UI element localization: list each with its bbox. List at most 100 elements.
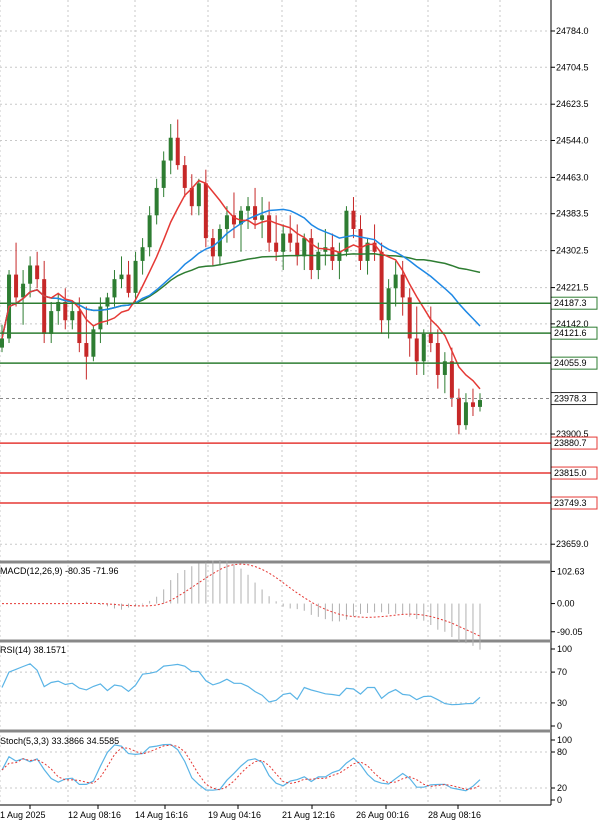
macd-y-tick-label-2: -90.05 — [557, 627, 583, 637]
candle-body-40 — [281, 233, 286, 252]
candle-body-30 — [210, 238, 215, 257]
candle-body-68 — [478, 400, 482, 407]
candle-body-43 — [302, 238, 307, 257]
candle-body-26 — [182, 165, 187, 188]
stoch-y-tick-label-3: 0 — [557, 795, 562, 805]
candle-body-11 — [77, 311, 82, 344]
candle-body-45 — [316, 251, 321, 271]
candle-body-52 — [365, 242, 370, 261]
candle-body-39 — [274, 242, 279, 252]
candle-body-24 — [168, 137, 173, 161]
support-level-label-1: 23815.0 — [554, 468, 587, 478]
candle-body-35 — [246, 206, 251, 211]
macd-signal-line — [2, 563, 481, 637]
candle-body-41 — [288, 233, 293, 243]
candle-body-37 — [260, 215, 265, 220]
candle-body-20 — [140, 247, 145, 261]
candle-body-29 — [203, 183, 208, 239]
y-tick-label-1: 24704.5 — [556, 62, 589, 72]
rsi-label: RSI(14) 38.1571 — [0, 645, 67, 655]
candle-body-23 — [161, 160, 166, 188]
candle-body-55 — [386, 288, 391, 321]
candle-body-44 — [309, 238, 314, 271]
resistance-level-label-2: 24055.9 — [554, 358, 587, 368]
macd-y-tick-label-0: 102.63 — [557, 566, 585, 576]
candle-body-0 — [0, 338, 4, 348]
candle-body-65 — [456, 397, 461, 426]
y-tick-label-7: 24221.5 — [556, 283, 589, 293]
candle-body-49 — [344, 210, 349, 252]
candle-body-5 — [35, 265, 40, 280]
candle-body-9 — [63, 301, 68, 321]
candle-body-54 — [379, 251, 384, 321]
candle-body-13 — [91, 329, 96, 357]
macd-label: MACD(12,26,9) -80.35 -71.96 — [0, 566, 119, 576]
x-tick-label-3: 19 Aug 04:16 — [208, 810, 261, 820]
y-tick-label-6: 24302.5 — [556, 246, 589, 256]
candle-body-16 — [112, 279, 117, 298]
y-tick-label-2: 24623.5 — [556, 99, 589, 109]
candle-body-14 — [98, 306, 103, 330]
stoch-y-tick-label-0: 100 — [557, 735, 572, 745]
candle-body-25 — [175, 137, 180, 166]
resistance-level-label-0: 24187.3 — [554, 298, 587, 308]
y-tick-label-8: 24142.0 — [556, 319, 589, 329]
candle-body-6 — [42, 279, 47, 334]
candle-body-53 — [372, 242, 377, 252]
candle-body-42 — [295, 242, 300, 257]
candle-body-33 — [231, 215, 236, 225]
ma-fast-line — [1, 179, 481, 390]
candle-body-50 — [351, 210, 356, 229]
support-level-label-2: 23749.3 — [554, 498, 587, 508]
stoch-d-line — [1, 744, 481, 791]
candle-body-51 — [358, 228, 363, 261]
candle-body-10 — [70, 311, 75, 321]
candle-body-17 — [119, 274, 124, 280]
candle-body-15 — [105, 297, 110, 307]
stoch-y-tick-label-2: 20 — [557, 783, 567, 793]
y-tick-label-0: 24784.0 — [556, 26, 589, 36]
x-tick-label-5: 26 Aug 00:16 — [356, 810, 409, 820]
candle-body-56 — [393, 274, 398, 289]
candle-body-47 — [330, 247, 335, 261]
candle-body-22 — [154, 187, 159, 216]
candle-body-2 — [14, 274, 19, 298]
candle-body-27 — [189, 187, 194, 207]
rsi-y-tick-label-2: 30 — [557, 698, 567, 708]
candle-body-64 — [449, 361, 454, 398]
x-tick-label-0: 1 Aug 2025 — [0, 810, 46, 820]
candle-body-32 — [224, 215, 229, 229]
macd-y-tick-label-1: 0.00 — [557, 599, 575, 609]
x-tick-label-6: 28 Aug 08:16 — [428, 810, 481, 820]
candle-body-31 — [217, 228, 222, 257]
rsi-line — [1, 663, 481, 706]
candle-body-58 — [407, 297, 412, 339]
support-level-label-0: 23880.7 — [554, 438, 587, 448]
last-price-label: 23978.3 — [554, 394, 587, 404]
stoch-y-tick-label-1: 80 — [557, 747, 567, 757]
candle-body-8 — [56, 301, 61, 312]
candle-body-57 — [400, 274, 405, 298]
candle-body-48 — [337, 251, 342, 261]
y-tick-label-5: 24383.5 — [556, 209, 589, 219]
candle-body-7 — [49, 311, 54, 334]
rsi-y-tick-label-3: 0 — [557, 721, 562, 731]
candle-body-18 — [126, 274, 131, 293]
candle-body-67 — [470, 402, 475, 407]
ma-mid-line — [1, 208, 481, 339]
candle-body-3 — [21, 283, 26, 298]
candle-body-60 — [421, 333, 426, 362]
candle-body-21 — [147, 215, 152, 248]
x-tick-label-1: 12 Aug 08:16 — [68, 810, 121, 820]
candle-body-19 — [133, 260, 138, 293]
y-tick-label-9: 23900.5 — [556, 429, 589, 439]
rsi-y-tick-label-1: 70 — [557, 667, 567, 677]
candle-body-36 — [253, 206, 258, 220]
y-tick-label-3: 24544.0 — [556, 135, 589, 145]
x-tick-label-4: 21 Aug 12:16 — [282, 810, 335, 820]
candle-body-28 — [196, 183, 201, 207]
rsi-y-tick-label-0: 100 — [557, 644, 572, 654]
resistance-level-label-1: 24121.6 — [554, 328, 587, 338]
